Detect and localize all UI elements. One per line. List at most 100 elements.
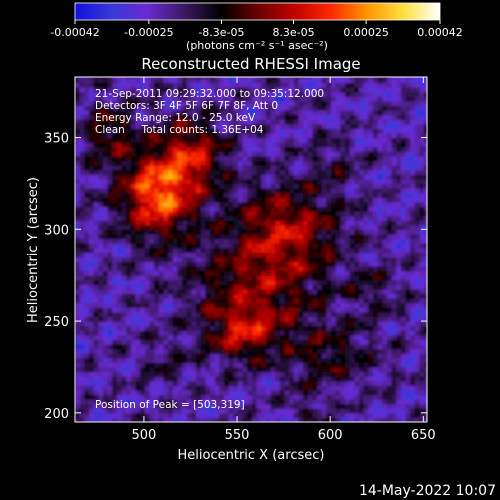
heatmap-cell bbox=[172, 137, 179, 143]
heatmap-cell bbox=[140, 275, 146, 281]
heatmap-cell bbox=[121, 380, 127, 386]
heatmap-cell bbox=[279, 114, 286, 120]
heatmap-cell bbox=[335, 238, 341, 244]
heatmap-cell bbox=[335, 261, 341, 267]
heatmap-cell bbox=[340, 238, 346, 244]
heatmap-cell bbox=[116, 311, 123, 318]
heatmap-cell bbox=[242, 412, 248, 418]
heatmap-cell bbox=[98, 302, 104, 308]
heatmap-cell bbox=[205, 133, 211, 139]
heatmap-cell bbox=[117, 69, 122, 74]
heatmap-cell bbox=[238, 289, 244, 295]
heatmap-cell bbox=[182, 137, 188, 143]
heatmap-cell bbox=[312, 137, 318, 143]
heatmap-cell bbox=[373, 403, 379, 409]
heatmap-cell bbox=[214, 256, 220, 262]
heatmap-cell bbox=[321, 91, 328, 97]
heatmap-cell bbox=[317, 105, 323, 111]
heatmap-cell bbox=[228, 155, 234, 162]
heatmap-cell bbox=[238, 348, 244, 354]
heatmap-cell bbox=[279, 146, 286, 152]
heatmap-cell bbox=[335, 233, 341, 240]
heatmap-cell bbox=[340, 77, 346, 84]
heatmap-cell bbox=[168, 188, 174, 194]
heatmap-cell bbox=[368, 114, 374, 120]
heatmap-cell bbox=[368, 77, 374, 79]
heatmap-cell bbox=[354, 275, 360, 281]
heatmap-cell bbox=[205, 344, 211, 350]
heatmap-cell bbox=[219, 357, 225, 363]
heatmap-cell bbox=[331, 362, 337, 368]
heatmap-cell bbox=[293, 165, 300, 171]
heatmap-cell bbox=[205, 220, 211, 226]
heatmap-cell bbox=[289, 256, 295, 262]
heatmap-cell bbox=[238, 261, 244, 267]
heatmap-cell bbox=[373, 229, 379, 235]
heatmap-cell bbox=[242, 206, 248, 212]
heatmap-cell bbox=[112, 243, 118, 249]
heatmap-cell bbox=[135, 339, 141, 345]
heatmap-cell bbox=[102, 376, 109, 382]
heatmap-cell bbox=[349, 298, 355, 304]
heatmap-cell bbox=[354, 362, 360, 368]
heatmap-cell bbox=[335, 169, 341, 175]
heatmap-cell bbox=[275, 133, 281, 139]
heatmap-cell bbox=[275, 261, 281, 267]
heatmap-cell bbox=[233, 330, 239, 336]
heatmap-cell bbox=[242, 339, 248, 345]
heatmap-cell bbox=[79, 256, 85, 262]
heatmap-cell bbox=[303, 302, 309, 308]
heatmap-cell bbox=[289, 133, 295, 139]
heatmap-cell bbox=[84, 353, 90, 359]
heatmap-cell bbox=[307, 87, 314, 93]
heatmap-cell bbox=[238, 119, 244, 125]
heatmap-cell bbox=[238, 293, 244, 299]
heatmap-cell bbox=[279, 178, 286, 184]
heatmap-cell bbox=[172, 77, 179, 79]
heatmap-cell bbox=[224, 142, 230, 148]
heatmap-cell bbox=[126, 91, 132, 97]
heatmap-cell bbox=[289, 302, 295, 308]
heatmap-cell bbox=[326, 220, 332, 226]
heatmap-cell bbox=[293, 284, 300, 290]
heatmap-cell bbox=[317, 114, 323, 120]
heatmap-cell bbox=[224, 105, 230, 111]
heatmap-cell bbox=[368, 412, 374, 418]
heatmap-cell bbox=[312, 298, 318, 304]
heatmap-cell bbox=[200, 399, 206, 405]
heatmap-cell bbox=[144, 192, 151, 198]
heatmap-cell bbox=[75, 114, 81, 120]
heatmap-cell bbox=[335, 385, 341, 391]
heatmap-cell bbox=[279, 252, 286, 258]
heatmap-cell bbox=[154, 325, 160, 331]
heatmap-cell bbox=[256, 371, 262, 377]
heatmap-cell bbox=[307, 417, 314, 422]
heatmap-cell bbox=[102, 399, 109, 405]
heatmap-cell bbox=[135, 105, 141, 111]
heatmap-cell bbox=[345, 293, 351, 299]
heatmap-cell bbox=[317, 188, 323, 194]
heatmap-cell bbox=[182, 256, 188, 262]
heatmap-cell bbox=[233, 142, 239, 148]
heatmap-cell bbox=[284, 146, 290, 152]
heatmap-cell bbox=[363, 417, 369, 422]
heatmap-cell bbox=[196, 238, 202, 244]
heatmap-cell bbox=[149, 119, 155, 125]
heatmap-cell bbox=[256, 169, 262, 175]
heatmap-cell bbox=[312, 197, 318, 203]
heatmap-cell bbox=[335, 151, 341, 157]
heatmap-cell bbox=[354, 188, 360, 194]
heatmap-cell bbox=[149, 362, 155, 368]
heatmap-cell bbox=[149, 344, 155, 350]
heatmap-cell bbox=[89, 353, 95, 359]
heatmap-cell bbox=[219, 261, 225, 267]
heatmap-cell bbox=[331, 275, 337, 281]
heatmap-cell bbox=[363, 270, 369, 276]
heatmap-cell bbox=[224, 330, 230, 336]
heatmap-cell bbox=[93, 105, 99, 111]
heatmap-cell bbox=[149, 233, 155, 240]
heatmap-cell bbox=[182, 82, 188, 88]
heatmap-cell bbox=[84, 96, 90, 102]
heatmap-cell bbox=[93, 256, 99, 262]
heatmap-cell bbox=[335, 220, 341, 226]
